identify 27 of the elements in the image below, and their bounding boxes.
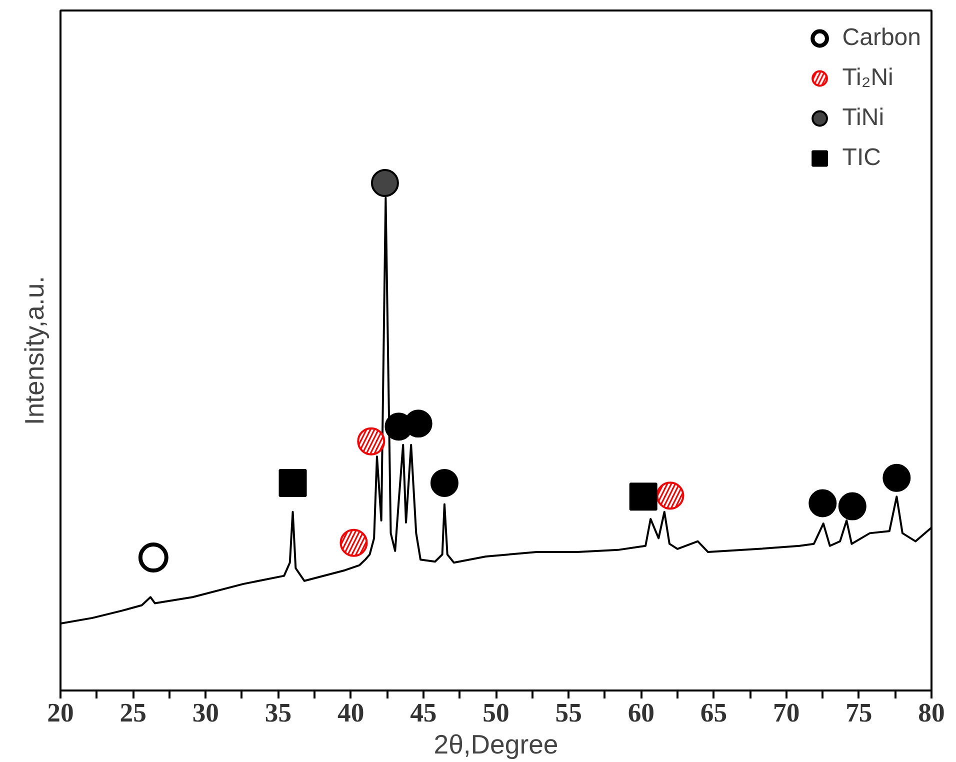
x-tick-label: 25 [120,698,146,728]
legend-label: TIC [842,144,881,172]
x-tick-label: 40 [338,698,364,728]
point [370,169,399,198]
point [430,468,458,497]
legend-label: TiNi [842,104,884,132]
point [629,482,658,511]
x-tick-label: 30 [192,698,219,728]
x-tick-label: 75 [846,698,872,728]
x-tick-label: 65 [700,698,728,728]
x-tick-label: 35 [264,698,292,728]
point [838,492,866,520]
x-tick-label: 20 [47,698,74,728]
point [278,468,307,497]
x-tick-label: 60 [628,698,654,728]
point [138,542,168,573]
x-tick-label: 80 [918,698,945,728]
y-axis-title: Intensity,a.u. [20,276,50,426]
x-axis-title: 2θ,Degree [434,730,558,760]
point [882,464,911,492]
legend-label: Carbon [842,24,921,52]
x-tick-label: 70 [773,698,800,728]
point [808,489,837,518]
x-tick-label: 45 [410,698,437,728]
legend-label: Ti₂Ni [842,64,894,92]
x-tick-label: 50 [482,698,510,728]
x-tick-label: 55 [555,698,582,728]
